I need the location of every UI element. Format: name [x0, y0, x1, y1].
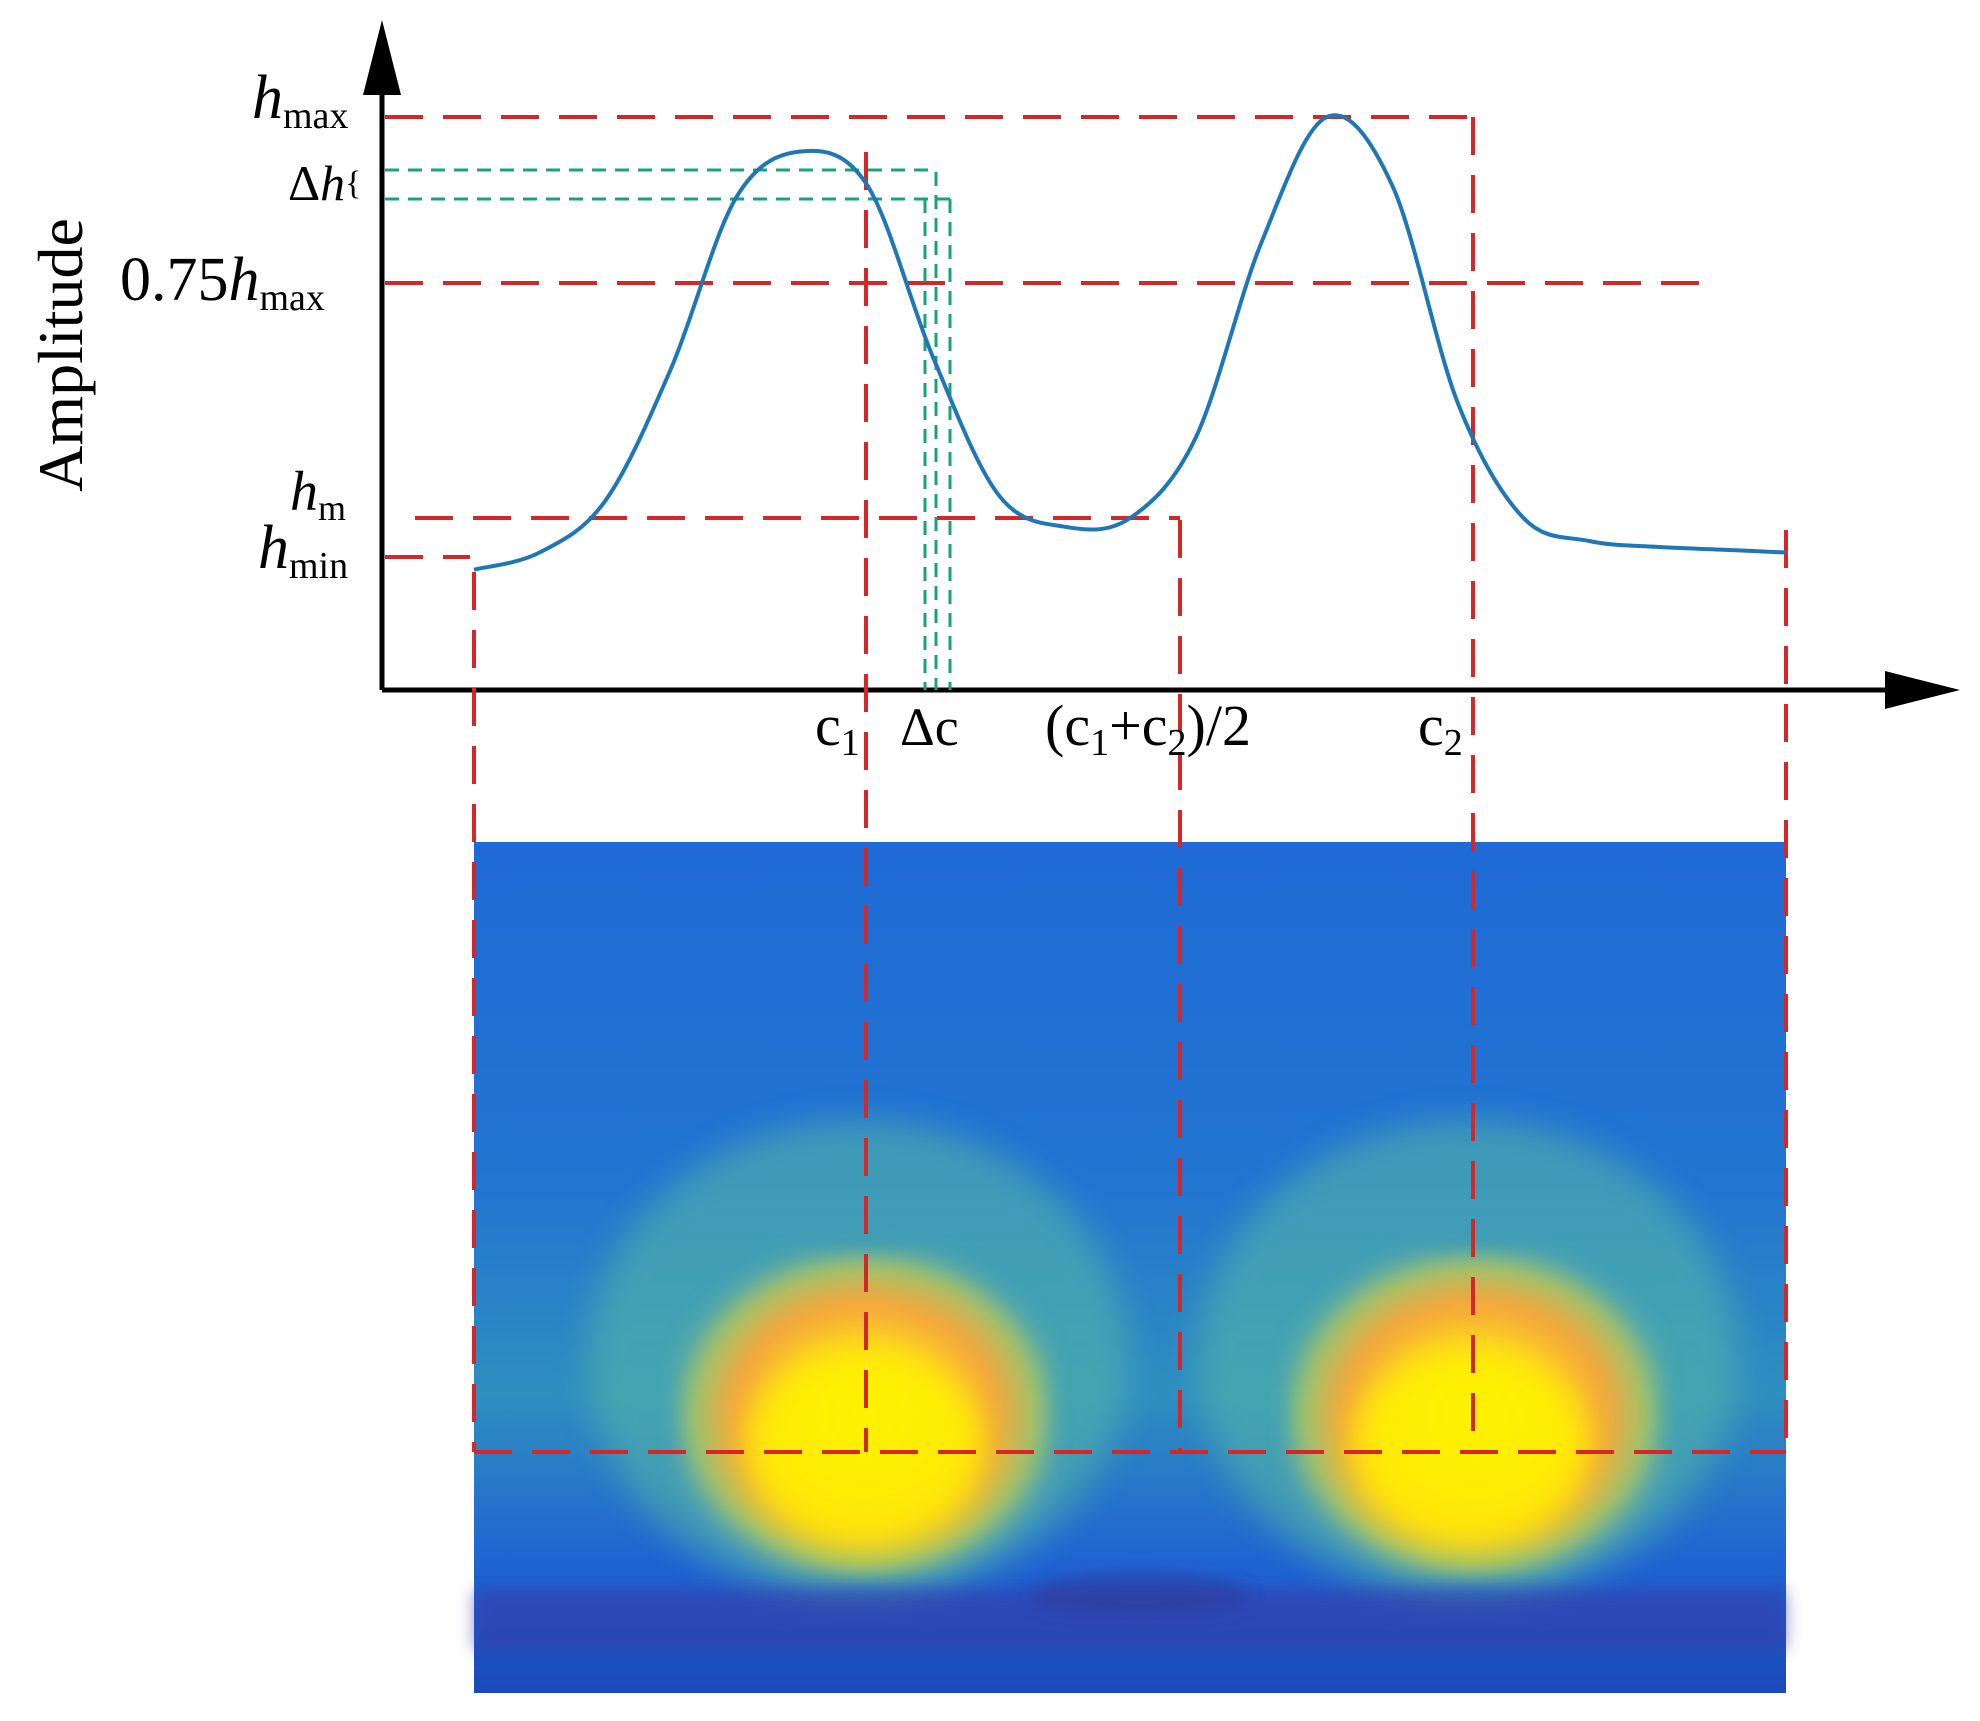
label-h-m: hm [290, 461, 346, 528]
heatmap-panel [474, 842, 1786, 1693]
label-c1: c1 [815, 693, 860, 764]
axes [363, 20, 1960, 709]
label-h-max: hmax [252, 64, 348, 137]
green-guides [385, 168, 952, 690]
label-midpoint: (c1+c2)/2 [1045, 693, 1251, 764]
x-axis-arrow [1885, 671, 1960, 709]
y-axis-arrow [363, 20, 401, 95]
heatmap-center-shadow [1030, 1573, 1250, 1617]
label-c2: c2 [1418, 693, 1463, 764]
label-delta-c: Δc [900, 697, 959, 757]
label-h-min: hmin [258, 514, 348, 587]
amplitude-curve [473, 113, 1787, 572]
y-axis-title: Amplitude [25, 218, 96, 492]
label-delta-h: Δh{ [288, 155, 361, 211]
label-quarter: 0.75hmax [120, 246, 325, 319]
red-guides [385, 115, 1788, 1454]
